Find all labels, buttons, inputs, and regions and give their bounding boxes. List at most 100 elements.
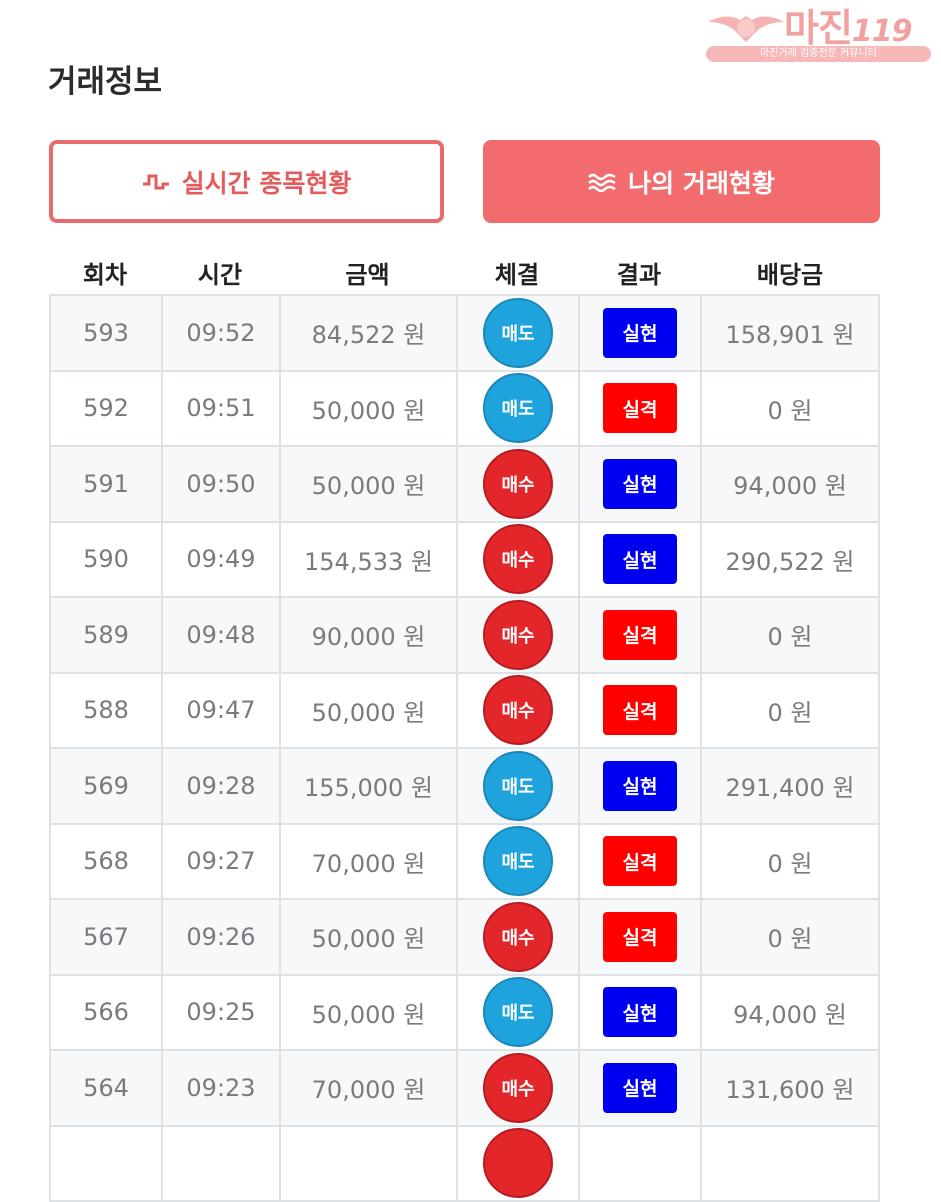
header-result: 결과	[578, 250, 700, 294]
trade-type-badge: 매수	[483, 524, 553, 594]
header-amount: 금액	[279, 250, 456, 294]
amount-cell: 84,522 원	[279, 296, 456, 370]
trade-cell: 매도	[456, 825, 578, 899]
round-cell: 567	[49, 900, 161, 974]
round-cell: 566	[49, 976, 161, 1050]
trade-type-badge: 매수	[483, 600, 553, 670]
table-row: 592 09:51 50,000 원 매도 실격 0 원	[49, 372, 880, 448]
amount-cell	[279, 1127, 456, 1201]
result-cell: 실현	[578, 296, 700, 370]
result-cell: 실격	[578, 674, 700, 748]
watermark-number: 119	[852, 14, 912, 49]
result-cell: 실격	[578, 900, 700, 974]
table-row: 591 09:50 50,000 원 매수 실현 94,000 원	[49, 447, 880, 523]
amount-cell: 50,000 원	[279, 447, 456, 521]
header-trade: 체결	[456, 250, 578, 294]
amount-cell: 50,000 원	[279, 674, 456, 748]
trade-cell	[456, 1127, 578, 1201]
header-payout: 배당금	[700, 250, 880, 294]
round-cell: 591	[49, 447, 161, 521]
result-cell	[578, 1127, 700, 1201]
table-row: 593 09:52 84,522 원 매도 실현 158,901 원	[49, 296, 880, 372]
table-row: 589 09:48 90,000 원 매수 실격 0 원	[49, 598, 880, 674]
header-time: 시간	[161, 250, 279, 294]
payout-cell: 0 원	[700, 372, 880, 446]
trade-cell: 매수	[456, 598, 578, 672]
tab-live-label: 실시간 종목현황	[182, 164, 352, 200]
payout-cell: 0 원	[700, 598, 880, 672]
payout-cell: 94,000 원	[700, 447, 880, 521]
time-cell: 09:28	[161, 749, 279, 823]
table-row: 569 09:28 155,000 원 매도 실현 291,400 원	[49, 749, 880, 825]
table-row	[49, 1127, 880, 1202]
payout-cell: 0 원	[700, 825, 880, 899]
time-cell: 09:52	[161, 296, 279, 370]
time-cell: 09:50	[161, 447, 279, 521]
trade-type-badge: 매수	[483, 902, 553, 972]
payout-cell: 158,901 원	[700, 296, 880, 370]
payout-cell: 0 원	[700, 900, 880, 974]
payout-cell: 290,522 원	[700, 523, 880, 597]
table-row: 590 09:49 154,533 원 매수 실현 290,522 원	[49, 523, 880, 599]
round-cell: 590	[49, 523, 161, 597]
round-cell: 564	[49, 1051, 161, 1125]
trade-type-badge	[483, 1128, 553, 1198]
trade-cell: 매수	[456, 523, 578, 597]
amount-cell: 50,000 원	[279, 372, 456, 446]
round-cell: 592	[49, 372, 161, 446]
table-row: 564 09:23 70,000 원 매수 실현 131,600 원	[49, 1051, 880, 1127]
time-cell: 09:47	[161, 674, 279, 748]
trade-cell: 매수	[456, 900, 578, 974]
time-cell: 09:48	[161, 598, 279, 672]
trade-table: 593 09:52 84,522 원 매도 실현 158,901 원 592 0…	[49, 294, 880, 1202]
time-cell: 09:26	[161, 900, 279, 974]
payout-cell: 0 원	[700, 674, 880, 748]
result-cell: 실격	[578, 825, 700, 899]
result-cell: 실현	[578, 447, 700, 521]
trade-type-badge: 매도	[483, 826, 553, 896]
result-badge: 실격	[603, 685, 677, 735]
time-cell: 09:25	[161, 976, 279, 1050]
result-badge: 실격	[603, 836, 677, 886]
trade-type-badge: 매수	[483, 449, 553, 519]
trade-cell: 매도	[456, 749, 578, 823]
watermark-tagline: 마진거래 검증전문 커뮤니티	[706, 46, 931, 62]
result-badge: 실현	[603, 534, 677, 584]
result-badge: 실현	[603, 308, 677, 358]
trade-type-badge: 매도	[483, 751, 553, 821]
amount-cell: 70,000 원	[279, 1051, 456, 1125]
result-cell: 실현	[578, 523, 700, 597]
time-cell: 09:23	[161, 1051, 279, 1125]
result-cell: 실격	[578, 598, 700, 672]
tab-my-trades[interactable]: 나의 거래현황	[483, 140, 880, 223]
result-badge: 실현	[603, 459, 677, 509]
table-row: 588 09:47 50,000 원 매수 실격 0 원	[49, 674, 880, 750]
pulse-icon	[142, 171, 170, 193]
table-row: 568 09:27 70,000 원 매도 실격 0 원	[49, 825, 880, 901]
result-cell: 실격	[578, 372, 700, 446]
amount-cell: 70,000 원	[279, 825, 456, 899]
time-cell	[161, 1127, 279, 1201]
round-cell: 589	[49, 598, 161, 672]
round-cell: 593	[49, 296, 161, 370]
trade-cell: 매수	[456, 1051, 578, 1125]
eagle-emblem-icon	[706, 8, 786, 48]
payout-cell: 131,600 원	[700, 1051, 880, 1125]
result-cell: 실현	[578, 976, 700, 1050]
trade-type-badge: 매도	[483, 298, 553, 368]
payout-cell: 94,000 원	[700, 976, 880, 1050]
header-round: 회차	[49, 250, 161, 294]
tab-live-status[interactable]: 실시간 종목현황	[49, 140, 444, 223]
trade-type-badge: 매도	[483, 373, 553, 443]
tab-mine-label: 나의 거래현황	[628, 164, 775, 200]
result-cell: 실현	[578, 1051, 700, 1125]
trade-cell: 매도	[456, 372, 578, 446]
round-cell	[49, 1127, 161, 1201]
result-badge: 실현	[603, 987, 677, 1037]
result-cell: 실현	[578, 749, 700, 823]
amount-cell: 155,000 원	[279, 749, 456, 823]
trade-cell: 매수	[456, 447, 578, 521]
table-row: 567 09:26 50,000 원 매수 실격 0 원	[49, 900, 880, 976]
amount-cell: 90,000 원	[279, 598, 456, 672]
watermark-logo: 마진119 마진거래 검증전문 커뮤니티	[706, 6, 931, 64]
